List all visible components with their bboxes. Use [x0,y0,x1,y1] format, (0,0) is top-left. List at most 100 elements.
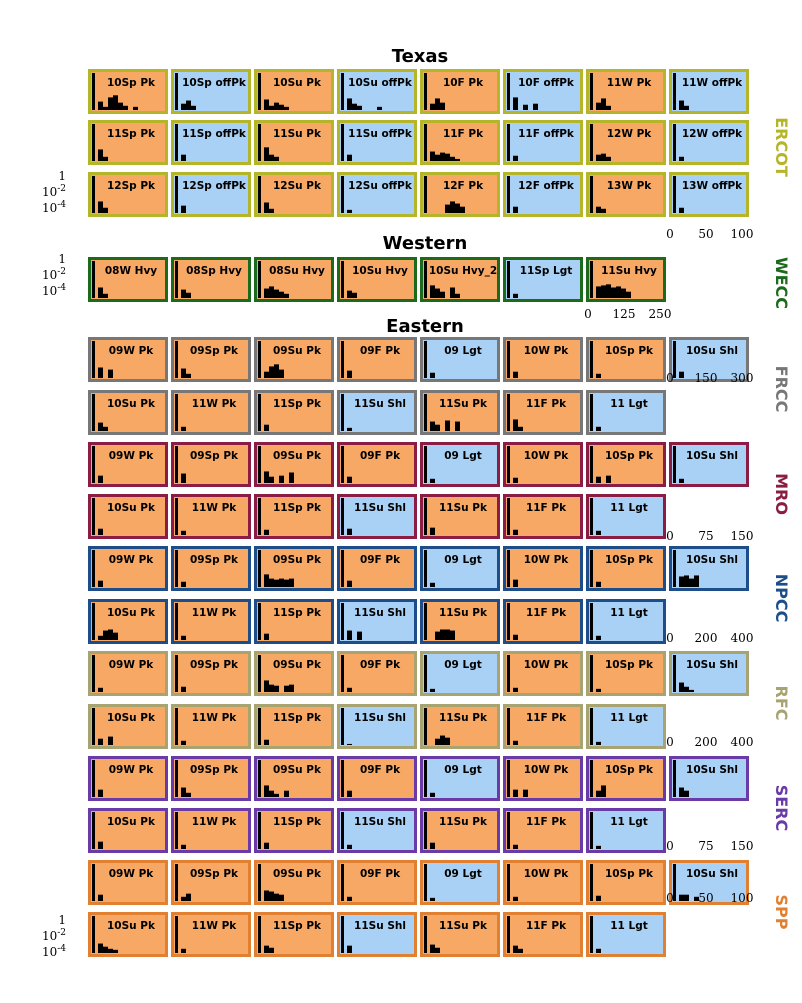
histogram-panel [171,651,251,696]
histogram-bar [181,368,186,378]
histogram-bar [186,893,191,901]
histogram-bar [596,102,601,110]
histogram-bar [435,947,440,953]
histogram-bar [435,98,440,110]
panel-axis-bar [258,124,261,161]
histogram-bar [377,106,382,110]
histogram-panel [88,337,168,382]
histogram-bar [98,580,103,587]
panel-axis-bar [258,261,261,298]
panel-label: 09 Lgt [444,764,482,776]
histogram-panel [171,494,251,539]
histogram-bar [596,790,601,797]
histogram-bar [596,373,601,378]
x-tick-label: 0 [666,227,674,241]
histogram-bar [440,291,445,298]
histogram-bar [440,629,445,640]
histogram-bar [606,105,611,110]
histogram-bar [347,427,352,431]
histogram-bar [601,785,606,797]
histogram-bar [596,688,601,692]
panel-axis-bar [258,550,261,587]
histogram-bar [440,735,445,745]
histogram-panel [420,860,500,905]
histogram-bar [279,104,284,110]
panel-label: 10Su Pk [107,920,156,932]
histogram-bar [601,98,606,110]
panel-label: 09Su Pk [273,450,322,462]
histogram-bar [289,472,294,483]
panel-label: 10W Pk [524,345,570,357]
histogram-bar [186,373,191,378]
histogram-bar [264,680,269,692]
histogram-panel [586,599,666,644]
histogram-bar [533,103,538,110]
histogram-bar [596,895,601,901]
histogram-bar [430,478,435,483]
panel-label: 10Su Pk [107,607,156,619]
histogram-bar [269,790,274,797]
histogram-bar [264,890,269,901]
panel-axis-bar [424,603,427,640]
histogram-bar [513,477,518,483]
histogram-bar [679,682,684,692]
panel-axis-bar [341,708,344,745]
panel-axis-bar [590,916,593,953]
histogram-panel [420,442,500,487]
panel-label: 10Su Pk [107,502,156,514]
panel-axis-bar [507,73,510,110]
histogram-bar [679,207,684,213]
panel-axis-bar [175,394,178,431]
histogram-panel [503,704,583,749]
x-tick-label: 0 [584,307,592,321]
panel-label: 11W Pk [192,398,238,410]
panel-label: 09W Pk [109,554,155,566]
histogram-bar [357,631,362,640]
region-label-frcc: FRCC [772,366,791,413]
histogram-panel [337,257,417,302]
histogram-panel [669,860,749,905]
x-tick-label: 75 [698,839,713,853]
panel-axis-bar [92,394,95,431]
histogram-panel [254,120,334,165]
histogram-bar [269,578,274,587]
panel-label: 09F Pk [360,450,401,462]
panel-label: 11Su Shl [354,502,406,514]
histogram-bar [694,575,699,587]
histogram-bar [289,578,294,587]
x-tick-label: 75 [698,529,713,543]
panel-axis-bar [424,760,427,797]
section-title-texas: Texas [392,46,449,67]
panel-axis-bar [507,176,510,213]
panel-label: 11F Pk [526,816,567,828]
histogram-bar [513,896,518,901]
x-tick-label: 50 [698,891,713,905]
histogram-bar [596,741,601,745]
panel-label: 11W Pk [192,816,238,828]
histogram-bar [279,475,284,483]
histogram-bar [269,891,274,901]
histogram-panel [171,599,251,644]
region-label-spp: SPP [772,895,791,930]
histogram-panel [420,120,500,165]
histogram-panel [420,808,500,853]
panel-label: 10F offPk [518,77,575,89]
panel-label: 09F Pk [360,764,401,776]
panel-axis-bar [258,446,261,483]
histogram-bar [264,574,269,587]
x-tick-label: 400 [731,735,754,749]
histogram-bar [445,153,450,161]
x-tick-label: 400 [731,631,754,645]
panel-axis-bar [175,916,178,953]
histogram-panel [503,860,583,905]
panel-label: 11Su Pk [439,607,488,619]
panel-axis-bar [507,498,510,535]
histogram-bar [679,787,684,797]
histogram-panel [586,912,666,957]
panel-label: 09F Pk [360,659,401,671]
panel-axis-bar [92,498,95,535]
histogram-bar [606,475,611,483]
panel-label: 11W offPk [682,77,743,89]
panel-axis-bar [175,708,178,745]
histogram-bar [684,105,689,110]
